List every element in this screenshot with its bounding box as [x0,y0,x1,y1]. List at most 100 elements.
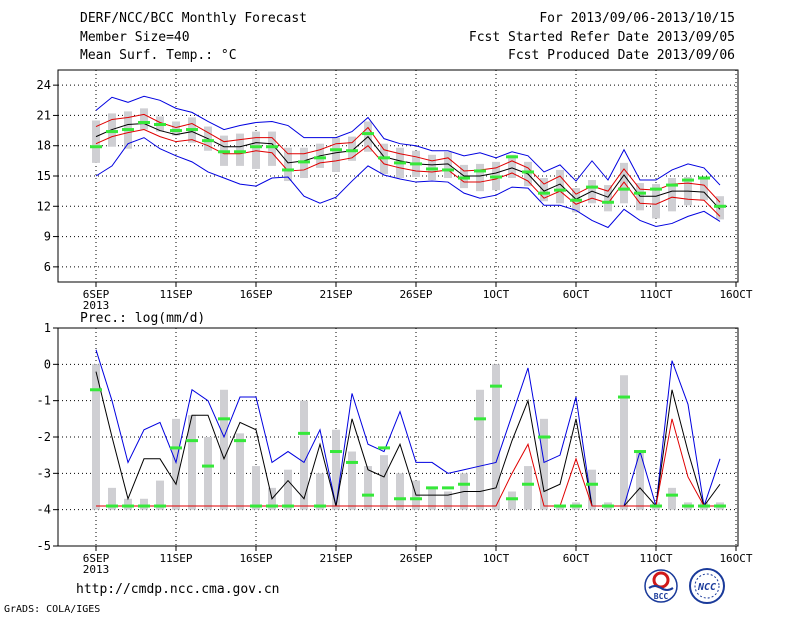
bar-36 [668,178,676,212]
observed-marker-22 [442,486,454,490]
member-size-label: Member Size=40 [80,30,190,45]
bar-13 [300,400,308,510]
bar-10 [252,466,260,510]
bar-9 [236,433,244,510]
observed-marker-39 [714,204,726,208]
refer-date-label: Fcst Started Refer Date 2013/09/05 [468,30,735,45]
bar-26 [508,491,516,510]
x-tick-label-6: 6OCT [563,552,590,565]
observed-marker-33 [618,187,630,191]
source-url: http://cmdp.ncc.cma.gov.cn [76,582,280,597]
x-tick-label-7: 11OCT [639,552,672,565]
bar-34 [636,183,644,211]
bar-39 [716,196,724,220]
observed-marker-17 [362,493,374,497]
bar-6 [188,415,196,510]
series-line-lower [96,418,720,507]
observed-marker-14 [314,504,326,508]
observed-marker-37 [682,504,694,508]
variable-label: Mean Surf. Temp.: °C [80,48,237,63]
observed-marker-0 [90,388,102,392]
observed-marker-0 [90,145,102,149]
observed-marker-39 [714,504,726,508]
observed-marker-22 [442,168,454,172]
x-tick-label-0: 6SEP [83,288,110,301]
observed-marker-11 [266,145,278,149]
series-line-upper [95,113,721,203]
x-tick-label-3: 21SEP [319,552,352,565]
observed-marker-23 [458,176,470,180]
bar-7 [204,437,212,510]
bar-3 [140,498,148,510]
observed-marker-8 [218,150,230,154]
produced-date-label: Fcst Produced Date 2013/09/06 [508,48,735,63]
observed-marker-27 [522,482,534,486]
observed-marker-26 [506,497,518,501]
observed-marker-34 [634,450,646,454]
observed-marker-12 [282,504,294,508]
observed-marker-16 [346,149,358,153]
observed-marker-10 [250,504,262,508]
bar-16 [348,451,356,510]
x-tick-label-1: 11SEP [159,288,192,301]
observed-marker-24 [474,417,486,421]
observed-marker-30 [570,198,582,202]
observed-marker-7 [202,464,214,468]
observed-marker-14 [314,156,326,160]
observed-marker-1 [106,130,118,134]
y-tick-label-2: 12 [37,199,51,213]
bar-10 [252,131,260,169]
bar-3 [140,108,148,130]
observed-marker-25 [490,384,502,388]
chart-header: DERF/NCC/BCC Monthly Forecast Member Siz… [0,0,800,70]
x-tick-label-2: 16SEP [239,552,272,565]
bar-29 [556,169,564,204]
grads-credit: GrADS: COLA/IGES [4,604,101,615]
observed-marker-8 [218,417,230,421]
observed-marker-21 [426,486,438,490]
y-tick-label-0: -5 [37,539,51,553]
x-year-label: 2013 [83,299,110,312]
observed-marker-9 [234,439,246,443]
observed-marker-16 [346,460,358,464]
bar-21 [428,487,436,510]
x-tick-label-8: 16OCT [719,552,752,565]
series-line-lower [95,129,721,217]
series-line-max [95,95,721,186]
observed-marker-6 [186,439,198,443]
bar-24 [476,389,484,510]
y-tick-label-3: -2 [37,430,51,444]
observed-marker-1 [106,504,118,508]
observed-marker-38 [698,176,710,180]
series-line-ensemble-mean [95,122,721,210]
bar-23 [460,164,468,189]
observed-marker-20 [410,497,422,501]
observed-marker-33 [618,395,630,399]
observed-marker-5 [170,446,182,450]
observed-marker-30 [570,504,582,508]
precip-title: Prec.: log(mm/d) [80,311,205,326]
bar-24 [476,163,484,192]
chart-title: DERF/NCC/BCC Monthly Forecast [80,11,307,26]
bar-33 [620,375,628,510]
x-tick-label-3: 21SEP [319,288,352,301]
observed-marker-34 [634,191,646,195]
x-tick-label-4: 26SEP [399,288,432,301]
observed-marker-29 [554,188,566,192]
forecast-period-label: For 2013/09/06-2013/10/15 [539,11,735,26]
bar-5 [172,121,180,136]
ncc-logo: NCC [689,568,725,604]
bar-29 [556,506,564,510]
bar-12 [284,469,292,510]
y-tick-label-4: -1 [37,394,51,408]
observed-marker-27 [522,170,534,174]
observed-marker-3 [138,120,150,124]
observed-marker-21 [426,167,438,171]
observed-marker-35 [650,187,662,191]
bar-22 [444,151,452,179]
bar-4 [156,480,164,510]
y-tick-label-5: 0 [44,357,51,371]
bar-36 [668,487,676,510]
bar-9 [236,133,244,166]
